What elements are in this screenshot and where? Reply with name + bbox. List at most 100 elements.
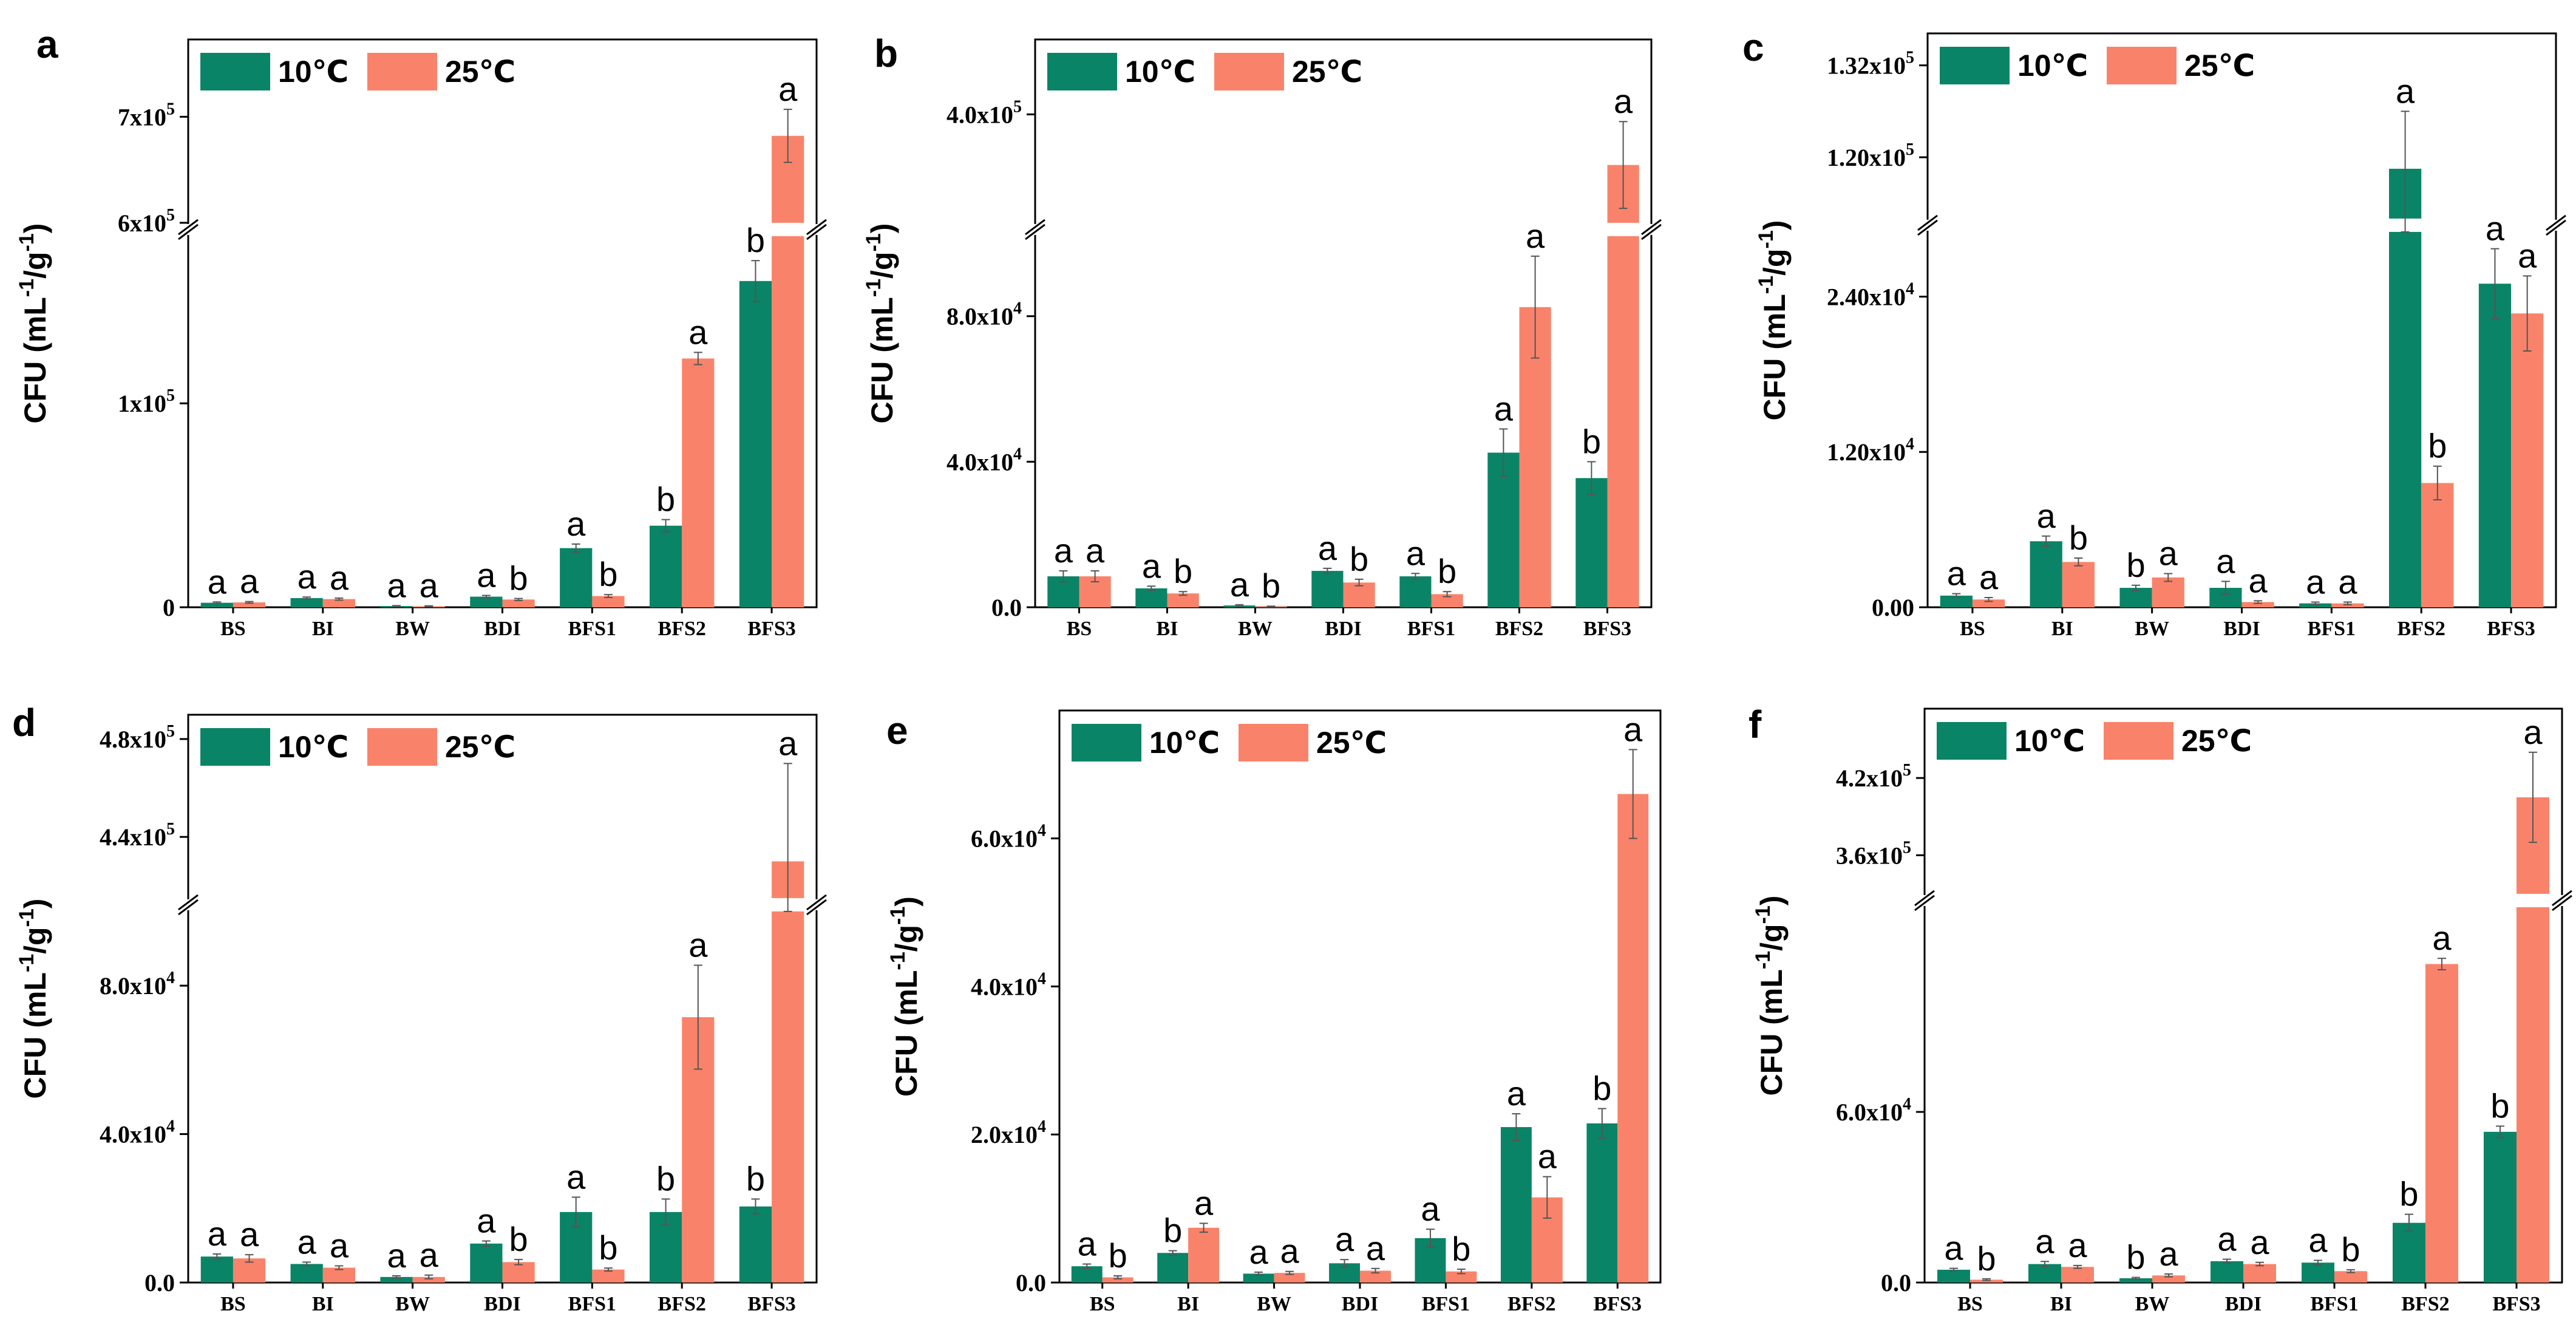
x-category-label: BFS3 [747, 1293, 795, 1315]
y-tick-exponent: 4 [1013, 445, 1022, 463]
bar-25c-BDI [2243, 1264, 2276, 1283]
y-tick-exponent: 5 [1903, 838, 1911, 857]
bar-25c-BFS2 [682, 358, 715, 607]
significance-label: a [297, 557, 317, 596]
y-tick-base: 0.0 [1016, 1269, 1046, 1296]
y-label-end: ) [889, 896, 923, 907]
y-label-mid: /g [889, 925, 923, 952]
bar-25c-BFS3 [1607, 165, 1639, 607]
significance-label: b [509, 1220, 528, 1258]
legend-label-10c: 10℃ [278, 55, 348, 89]
y-axis-label: CFU (mL-1/g-1) [886, 896, 923, 1097]
y-label-sup2: -1 [15, 908, 38, 927]
axis-break-mark [178, 894, 199, 911]
significance-label: a [2250, 1223, 2269, 1261]
y-tick-exponent: 4 [1906, 435, 1914, 454]
bar-10c-BFS3 [2478, 284, 2512, 608]
significance-label: a [1406, 534, 1426, 572]
y-tick-base: 6.0x10 [971, 825, 1038, 853]
y-tick-base: 0.0 [1881, 1269, 1911, 1296]
y-label-end: ) [18, 899, 52, 909]
significance-label: a [1142, 547, 1161, 585]
y-tick-base: 3.6x10 [1836, 842, 1903, 869]
x-category-label: BFS1 [2310, 1293, 2358, 1315]
significance-label: a [2338, 562, 2357, 601]
y-tick-base: 1.20x10 [1827, 144, 1906, 171]
significance-label: a [1614, 82, 1633, 120]
bar-25c-BFS3 [2517, 797, 2549, 1283]
significance-label: a [330, 559, 349, 597]
bar-25c-BDI [1343, 582, 1375, 607]
panel-letter: e [886, 709, 908, 752]
bar-25c-BDI [502, 599, 535, 607]
x-category-label: BDI [484, 618, 520, 640]
significance-label: a [208, 562, 227, 601]
y-tick-label: 7x105 [118, 100, 175, 131]
bar-10c-BDI [470, 596, 503, 607]
significance-label: b [656, 480, 675, 519]
significance-label: b [746, 221, 765, 259]
x-category-label: BI [2050, 1293, 2072, 1315]
significance-label: a [1494, 389, 1514, 428]
x-category-label: BFS3 [1583, 618, 1631, 640]
bar-25c-BDI [1360, 1270, 1391, 1283]
y-label-end: ) [1758, 220, 1792, 231]
significance-label: b [1582, 422, 1601, 460]
axis-break-gap [178, 223, 198, 235]
bar-10c-BS [200, 1256, 233, 1283]
bar-25c-BW [412, 1276, 445, 1283]
bar-25c-BFS3 [1617, 794, 1649, 1283]
y-tick-label: 4.0x105 [946, 97, 1022, 128]
y-tick-base: 2.0x10 [971, 1121, 1038, 1148]
significance-label: a [2068, 1226, 2087, 1264]
x-category-label: BW [1238, 618, 1273, 640]
y-label-sup2: -1 [862, 233, 885, 251]
y-tick-base: 4.2x10 [1836, 765, 1903, 792]
legend-swatch-10c [1940, 47, 2010, 84]
y-label-sup1: -1 [1752, 951, 1775, 969]
bar-25c-BW [2152, 1275, 2185, 1283]
bar-25c-BS [233, 602, 266, 607]
y-tick-base: 4.4x10 [100, 823, 166, 851]
x-category-label: BI [1157, 618, 1178, 640]
y-label-sup1: -1 [15, 954, 38, 972]
significance-label: b [2428, 427, 2447, 465]
significance-label: a [387, 1236, 406, 1275]
y-tick-label: 4.0x104 [971, 969, 1046, 1000]
significance-label: a [2035, 1222, 2054, 1260]
y-label-sup2: -1 [886, 907, 909, 925]
legend-swatch-25c [1214, 53, 1284, 90]
y-tick-label: 1.20x104 [1827, 435, 1914, 466]
bar-10c-BFS2 [2393, 1222, 2425, 1283]
y-tick-label: 6x105 [118, 206, 175, 237]
y-tick-label: 0 [163, 594, 175, 621]
y-tick-label: 1.32x105 [1827, 49, 1914, 80]
y-label-main: CFU (mL [889, 970, 923, 1097]
bar-25c-BFS1 [2331, 603, 2364, 607]
significance-label: b [2126, 1238, 2145, 1276]
significance-label: a [297, 1222, 317, 1261]
x-category-label: BFS3 [2487, 618, 2535, 640]
bar-25c-BW [2152, 577, 2184, 607]
y-tick-exponent: 5 [166, 820, 175, 839]
axis-break-mark [1025, 219, 1045, 236]
axis-break-mark [1641, 219, 1662, 236]
y-tick-label: 1x105 [118, 386, 175, 417]
bar-25c-BFS2 [2425, 964, 2458, 1283]
x-category-label: BDI [484, 1293, 520, 1315]
bar-10c-BFS3 [2484, 1131, 2517, 1283]
x-category-label: BFS2 [2398, 618, 2445, 640]
y-tick-exponent: 4 [1038, 822, 1046, 840]
significance-label: a [2486, 210, 2505, 248]
panel-letter: c [1742, 26, 1764, 69]
significance-label: a [778, 70, 798, 108]
x-category-label: BI [312, 618, 334, 640]
x-category-label: BW [1257, 1293, 1291, 1315]
significance-label: a [1944, 1229, 1963, 1267]
y-tick-base: 4.0x10 [971, 973, 1038, 1000]
y-label-main: CFU (mL [18, 297, 52, 423]
y-tick-base: 6x10 [118, 210, 166, 237]
legend-label-25c: 25℃ [445, 55, 515, 89]
bar-break-band [2515, 893, 2551, 907]
